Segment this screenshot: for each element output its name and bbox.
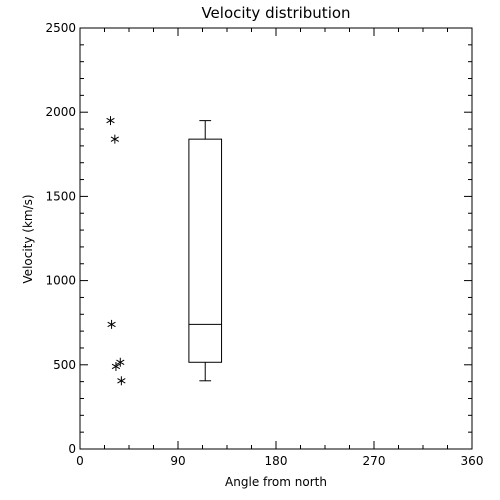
x-tick-label: 360 bbox=[461, 454, 484, 468]
x-tick-label: 270 bbox=[363, 454, 386, 468]
y-tick-label: 2000 bbox=[45, 105, 76, 119]
y-tick-label: 1500 bbox=[45, 189, 76, 203]
asterisk-point bbox=[117, 376, 126, 386]
asterisk-point bbox=[106, 116, 115, 126]
x-axis-label: Angle from north bbox=[225, 475, 327, 489]
y-tick-label: 0 bbox=[68, 442, 76, 456]
y-tick-labels: 0 500 1000 1500 2000 2500 bbox=[45, 21, 76, 456]
plot-frame bbox=[79, 27, 473, 450]
asterisk-point bbox=[110, 134, 119, 144]
y-tick-label: 2500 bbox=[45, 21, 76, 35]
box-iqr bbox=[188, 138, 223, 363]
x-tick-label: 0 bbox=[76, 454, 84, 468]
asterisk-point bbox=[107, 319, 116, 329]
asterisk-point bbox=[111, 361, 121, 371]
x-tick-label: 90 bbox=[170, 454, 185, 468]
scatter-points bbox=[106, 116, 126, 386]
y-tick-label: 500 bbox=[53, 358, 76, 372]
y-axis-label: Velocity (km/s) bbox=[21, 194, 35, 283]
box-plot bbox=[188, 120, 223, 382]
x-tick-label: 180 bbox=[265, 454, 288, 468]
chart-title: Velocity distribution bbox=[201, 4, 350, 22]
y-tick-label: 1000 bbox=[45, 274, 76, 288]
asterisk-point bbox=[116, 357, 125, 367]
x-tick-labels: 0 90 180 270 360 bbox=[76, 454, 483, 468]
axis-ticks bbox=[79, 27, 473, 450]
